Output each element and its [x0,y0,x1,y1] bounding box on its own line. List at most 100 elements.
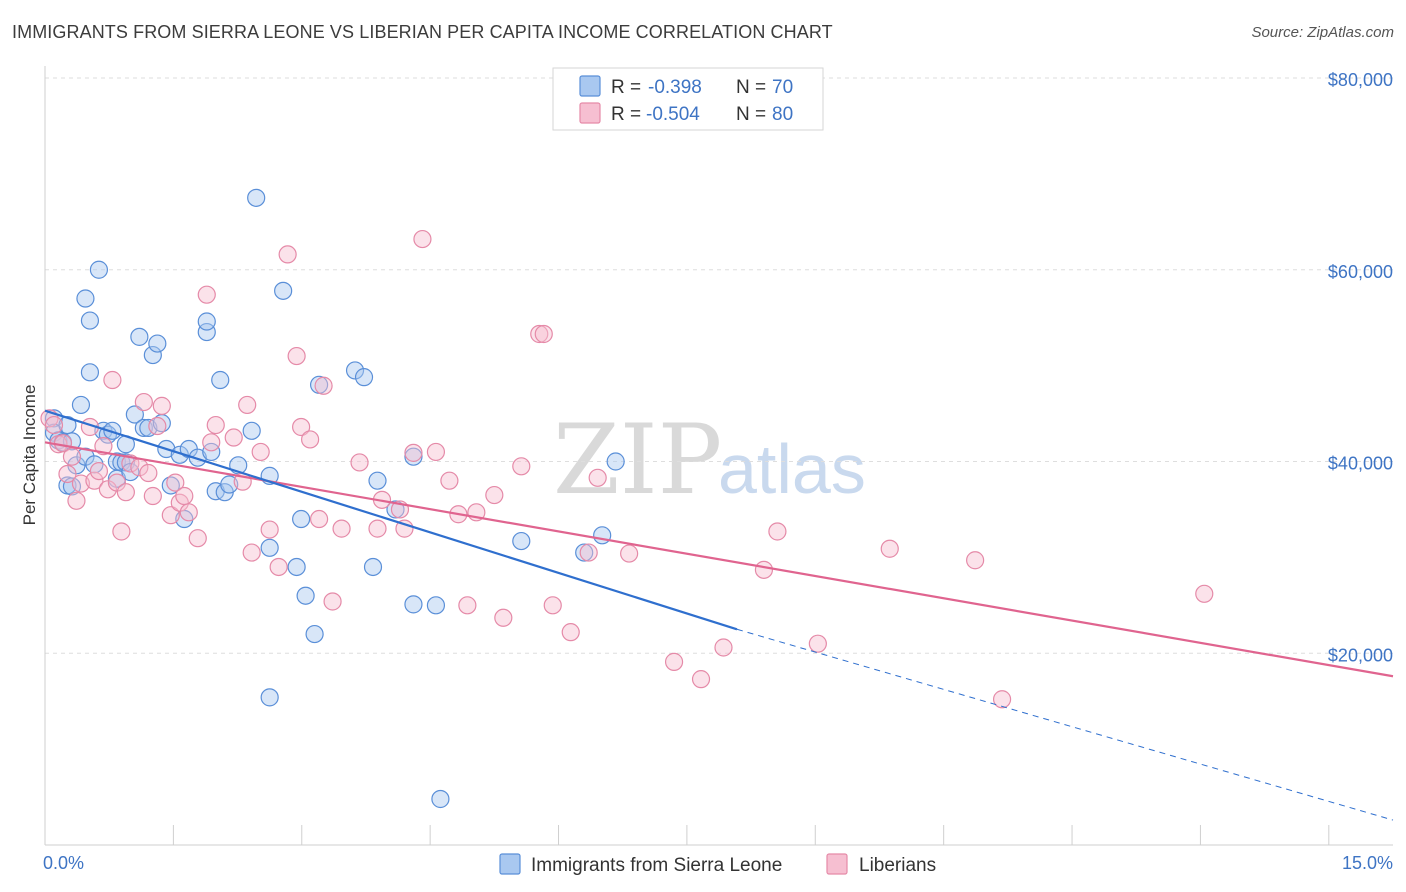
point-liberians-77 [966,551,985,570]
point-liberians-65 [543,596,562,615]
y-tick-labels: $20,000 $40,000 $60,000 $80,000 [1328,70,1393,665]
point-sierra-leone-15 [89,260,109,279]
point-liberians-17 [121,454,140,473]
point-sierra-leone-63 [404,447,423,466]
point-liberians-76 [880,539,899,558]
point-liberians-72 [714,638,733,657]
trend-line-sierra-leone-extension [736,628,1394,821]
point-liberians-21 [143,486,162,506]
point-sierra-leone-29 [143,345,162,365]
x-tick-label-min: 0.0% [43,853,84,873]
point-liberians-24 [161,506,180,525]
point-liberians-75 [808,634,827,653]
point-liberians-48 [350,453,369,472]
point-sierra-leone-27 [134,418,153,438]
point-liberians-79 [992,690,1012,709]
point-sierra-leone-64 [426,596,446,615]
point-liberians-60 [485,485,504,505]
point-liberians-30 [197,285,216,304]
stats-n-label-1: N = [736,77,766,98]
chart-source: Source: ZipAtlas.com [1251,24,1394,41]
point-liberians-67 [579,543,598,562]
point-sierra-leone-37 [188,448,207,467]
point-liberians-38 [260,520,279,539]
point-liberians-64 [534,324,553,344]
point-liberians-37 [251,442,270,462]
chart-title: IMMIGRANTS FROM SIERRA LEONE VS LIBERIAN… [12,22,833,42]
point-liberians-15 [112,522,131,541]
watermark-atlas: atlas [718,430,866,508]
point-liberians-71 [691,670,711,689]
point-liberians-55 [426,442,446,462]
stats-r-label-2: R = [611,104,641,125]
point-sierra-leone-52 [287,557,306,577]
point-sierra-leone-53 [292,509,311,529]
stats-r-label-1: R = [611,77,641,98]
stats-n-value-2: 80 [772,104,793,125]
point-liberians-68 [588,468,607,487]
trend-line-sierra-leone [44,409,738,631]
point-liberians-78 [1195,584,1214,603]
point-sierra-leone-18 [103,421,122,440]
point-liberians-33 [224,428,243,447]
point-sierra-leone-34 [170,445,189,464]
point-sierra-leone-69 [575,543,594,562]
point-liberians-5 [62,447,82,466]
point-sierra-leone-57 [345,361,365,380]
point-liberians-35 [238,395,257,415]
point-liberians-22 [148,416,167,436]
point-sierra-leone-51 [274,281,293,300]
stats-swatch-1 [579,75,601,97]
point-liberians-41 [287,346,306,366]
point-sierra-leone-9 [71,395,91,415]
stats-r-value-1: -0.398 [648,77,702,98]
series-legend: Immigrants from Sierra Leone Liberians [499,853,936,876]
point-sierra-leone-25 [125,405,144,424]
watermark: ZIP atlas [553,404,866,516]
stats-n-label-2: N = [736,104,766,125]
series-sierra-leone-points [44,188,625,809]
point-liberians-44 [309,509,329,529]
point-sierra-leone-50 [260,538,279,557]
point-liberians-53 [404,443,423,462]
grid [45,77,1393,654]
point-liberians-61 [494,608,513,627]
point-liberians-54 [413,229,432,249]
point-liberians-31 [202,433,221,452]
point-liberians-45 [314,376,333,395]
point-liberians-13 [103,370,122,390]
point-liberians-62 [512,457,531,476]
point-liberians-20 [139,463,158,483]
point-sierra-leone-26 [130,327,149,346]
point-liberians-49 [368,519,387,538]
point-liberians-32 [206,415,225,435]
legend-label-sierra-leone: Immigrants from Sierra Leone [531,855,782,876]
point-liberians-56 [440,471,459,490]
point-liberians-16 [116,483,135,502]
legend-label-liberians: Liberians [859,855,936,876]
point-liberians-63 [530,324,549,344]
point-sierra-leone-59 [363,557,383,577]
point-sierra-leone-13 [80,311,100,330]
y-tick-label-2: $60,000 [1328,262,1393,282]
legend-swatch-liberians [826,853,848,875]
point-liberians-40 [278,245,297,264]
point-sierra-leone-58 [354,368,374,387]
point-sierra-leone-54 [296,586,315,605]
trend-lines [44,409,1394,821]
point-sierra-leone-47 [247,188,266,207]
point-sierra-leone-44 [220,475,239,494]
stats-swatch-2 [579,102,601,124]
point-liberians-52 [395,519,414,538]
point-liberians-4 [58,464,77,484]
point-liberians-29 [188,529,207,548]
y-tick-label-3: $80,000 [1328,70,1393,90]
y-tick-label-0: $20,000 [1328,645,1393,665]
point-sierra-leone-39 [197,312,216,331]
point-sierra-leone-30 [148,334,167,353]
point-liberians-47 [332,519,351,538]
point-sierra-leone-46 [242,421,261,440]
point-liberians-74 [768,522,787,541]
point-liberians-42 [292,417,311,437]
